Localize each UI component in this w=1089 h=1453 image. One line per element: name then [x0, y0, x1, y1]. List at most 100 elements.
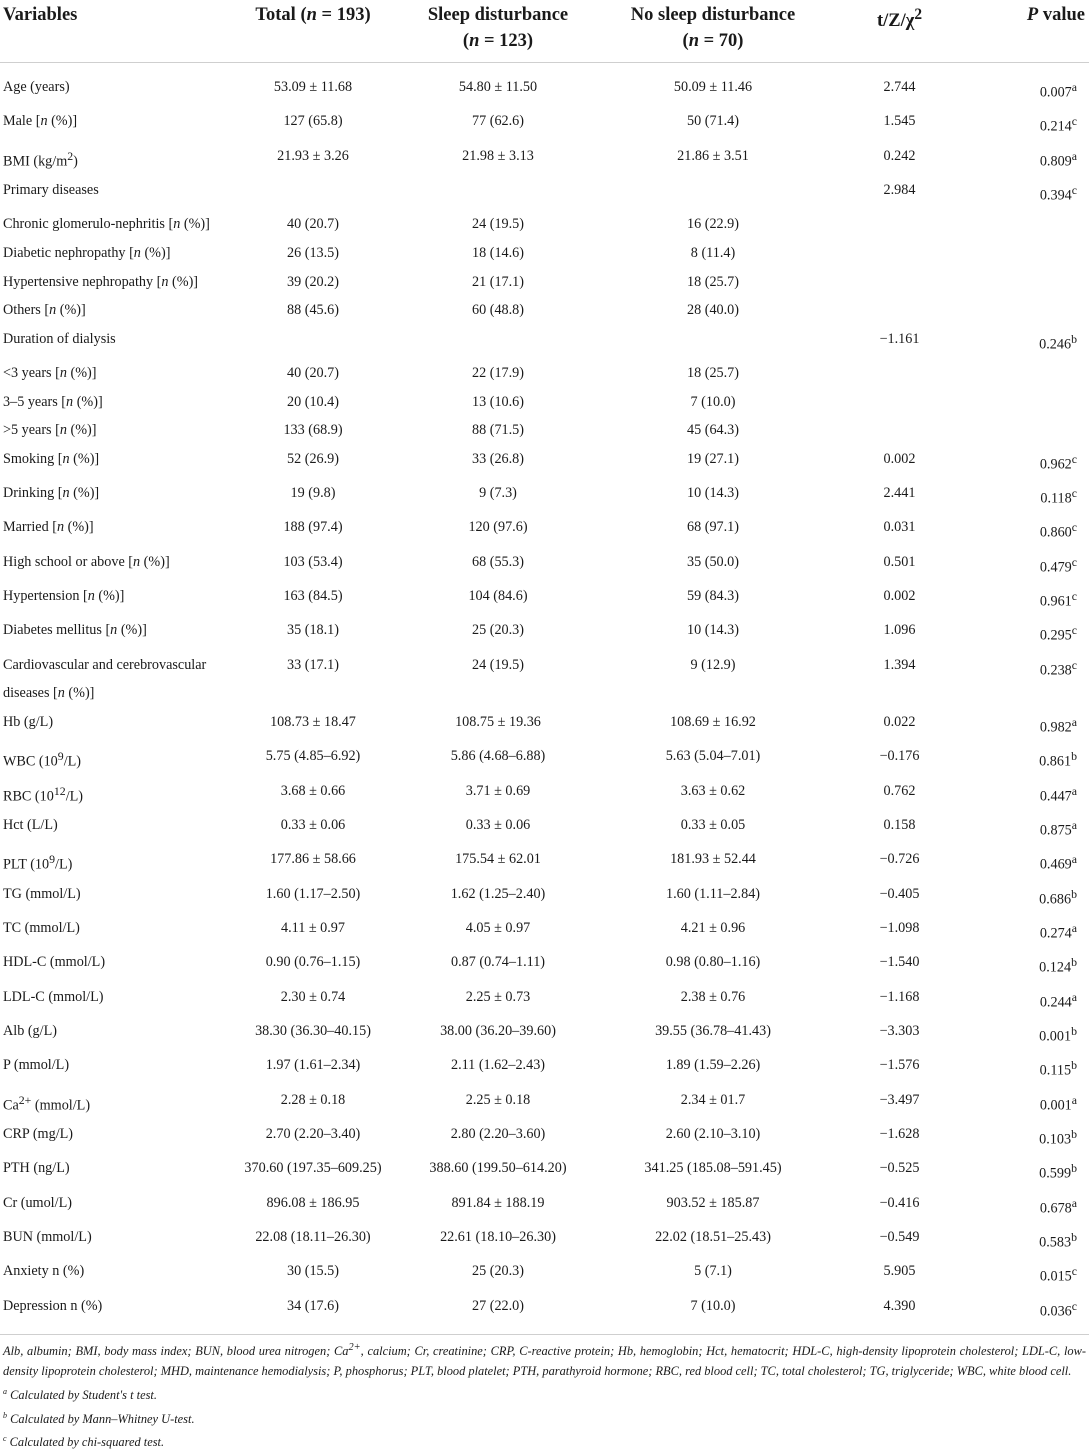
footnote: c Calculated by chi-squared test. — [3, 1429, 1086, 1453]
table-row: CRP (mg/L) 2.70 (2.20–3.40) 2.80 (2.20–3.6… — [0, 1120, 1089, 1154]
table-cell: 108.69 ± 16.92 — [670, 713, 756, 730]
table-cell: 21.86 ± 3.51 — [677, 147, 749, 164]
table-cell: 38.30 (36.30–40.15) — [255, 1022, 371, 1039]
table-cell: 1.394 — [883, 656, 916, 673]
table-row: Anxiety n (%) 30 (15.5) 25 (20.3) 5 (7.1) 5.… — [0, 1257, 1089, 1291]
row-label: Diabetic nephropathy [n (%)] — [3, 244, 171, 261]
row-label: TC (mmol/L) — [3, 919, 80, 936]
table-cell: 5.905 — [883, 1263, 916, 1280]
table-row: Cardiovascular and cerebrovascular disea… — [0, 651, 1089, 708]
table-cell: 50 (71.4) — [686, 113, 739, 130]
table-cell — [228, 176, 398, 210]
table-cell: 388.60 (199.50–614.20) — [429, 1160, 567, 1177]
table-row: Diabetes mellitus [n (%)] 35 (18.1) 25 (20… — [0, 616, 1089, 650]
data-table: Variables Total (n = 193) Sleep disturbanc… — [0, 0, 1089, 1332]
table-cell: 370.60 (197.35–609.25) — [244, 1160, 382, 1177]
table-row: Cr (umol/L) 896.08 ± 186.95 891.84 ± 188.1… — [0, 1189, 1089, 1223]
row-label: P (mmol/L) — [3, 1057, 70, 1074]
table-cell: −1.168 — [879, 988, 920, 1005]
row-label: Drinking [n (%)] — [3, 485, 100, 502]
table-cell: −0.549 — [879, 1228, 920, 1245]
table-cell: 18 (14.6) — [471, 244, 524, 261]
table-cell: 903.52 ± 185.87 — [666, 1194, 760, 1211]
footnote-text: Calculated by Student's t test. — [7, 1388, 157, 1403]
table-cell — [971, 359, 1089, 388]
table-cell: 1.97 (1.61–2.34) — [265, 1057, 361, 1074]
table-cell: 33 (17.1) — [286, 656, 339, 673]
table-row: 3–5 years [n (%)] 20 (10.4) 13 (10.6) 7 (10… — [0, 388, 1089, 417]
table-cell: 1.096 — [883, 622, 916, 639]
table-cell: 0.861b — [1039, 749, 1077, 771]
table-cell: 0.599b — [1039, 1161, 1077, 1182]
table-cell: 1.545 — [883, 113, 916, 130]
table-cell: 52 (26.9) — [286, 450, 339, 467]
row-label: Duration of dialysis — [3, 330, 116, 347]
table-cell: 16 (22.9) — [686, 216, 739, 233]
table-cell: 4.390 — [883, 1297, 916, 1314]
row-label: Hypertension [n (%)] — [3, 588, 125, 605]
table-cell — [828, 268, 971, 297]
table-cell: 4.21 ± 0.96 — [680, 919, 746, 936]
table-cell: 21.93 ± 3.26 — [277, 147, 349, 164]
table-cell: 24 (19.5) — [471, 656, 524, 673]
table-cell: 896.08 ± 186.95 — [266, 1194, 360, 1211]
table-cell: 26 (13.5) — [286, 244, 339, 261]
table-cell: 30 (15.5) — [286, 1263, 339, 1280]
table-cell: −1.161 — [879, 330, 920, 347]
table-row: Male [n (%)] 127 (65.8) 77 (62.6) 50 (71.4)… — [0, 107, 1089, 141]
table-cell: 45 (64.3) — [686, 422, 739, 439]
table-cell: 9 (7.3) — [479, 485, 517, 502]
table-cell: 38.00 (36.20–39.60) — [440, 1022, 556, 1039]
table-cell — [228, 325, 398, 359]
table-cell: 2.744 — [883, 79, 916, 95]
table-cell: 2.60 (2.10–3.10) — [665, 1125, 761, 1142]
table-cell: 0.242 — [883, 147, 916, 164]
table-row: Hypertensive nephropathy [n (%)] 39 (20.2… — [0, 268, 1089, 297]
table-cell: 1.60 (1.11–2.84) — [665, 885, 761, 902]
table-cell: 0.583b — [1039, 1229, 1077, 1251]
table-cell: 50.09 ± 11.46 — [673, 79, 753, 95]
table-cell: 18 (25.7) — [686, 273, 739, 290]
row-label: Chronic glomerulo-nephritis [n (%)] — [3, 216, 210, 233]
table-cell: 0.115b — [1039, 1058, 1077, 1079]
table-cell: 0.762 — [883, 782, 916, 799]
table-cell: 1.60 (1.17–2.50) — [265, 885, 361, 902]
table-row: Hb (g/L) 108.73 ± 18.47 108.75 ± 19.36 108.… — [0, 708, 1089, 742]
table-cell — [971, 210, 1089, 239]
table-cell: 163 (84.5) — [283, 588, 343, 605]
table-cell: 1.89 (1.59–2.26) — [665, 1057, 761, 1074]
table-cell: 0.295c — [1039, 623, 1077, 645]
table-cell: 25 (20.3) — [471, 1263, 524, 1280]
table-row: <3 years [n (%)] 40 (20.7) 22 (17.9) 18 (25… — [0, 359, 1089, 388]
table-cell: 68 (55.3) — [471, 553, 524, 570]
table-cell: 0.002 — [883, 450, 916, 467]
table-cell: 2.70 (2.20–3.40) — [265, 1125, 361, 1142]
table-cell: 188 (97.4) — [283, 519, 343, 536]
table-cell: 0.036c — [1039, 1298, 1077, 1320]
table-cell: 0.001a — [1039, 1092, 1077, 1114]
table-cell: −1.098 — [879, 919, 920, 936]
table-cell: 10 (14.3) — [686, 485, 739, 502]
table-cell: 2.11 (1.62–2.43) — [450, 1057, 546, 1074]
table-cell: 0.33 ± 0.05 — [680, 816, 746, 833]
table-footnotes: Alb, albumin; BMI, body mass index; BUN,… — [0, 1333, 1089, 1453]
table-cell: 0.238c — [1039, 657, 1077, 679]
table-cell: 19 (27.1) — [686, 450, 739, 467]
table-cell: 0.962c — [1039, 451, 1077, 473]
table-cell: 4.05 ± 0.97 — [465, 919, 531, 936]
row-label: BMI (kg/m2) — [3, 148, 78, 170]
row-label: Hb (g/L) — [3, 713, 54, 730]
table-cell: 0.686b — [1039, 886, 1077, 908]
row-label: High school or above [n (%)] — [3, 553, 170, 570]
table-cell: 3.71 ± 0.69 — [465, 782, 531, 799]
table-cell: 88 (71.5) — [471, 422, 524, 439]
table-cell — [971, 388, 1089, 417]
table-cell: 22.08 (18.11–26.30) — [255, 1228, 371, 1245]
table-cell: 0.875a — [1039, 817, 1077, 839]
table-cell: 22.02 (18.51–25.43) — [655, 1228, 771, 1245]
table-cell: 21.98 ± 3.13 — [462, 147, 534, 164]
table-row: Hct (L/L) 0.33 ± 0.06 0.33 ± 0.06 0.33 ± 0.… — [0, 811, 1089, 845]
table-cell: 34 (17.6) — [286, 1297, 339, 1314]
table-cell: 2.441 — [883, 485, 916, 502]
table-row: Depression n (%) 34 (17.6) 27 (22.0) 7 (10.… — [0, 1292, 1089, 1332]
